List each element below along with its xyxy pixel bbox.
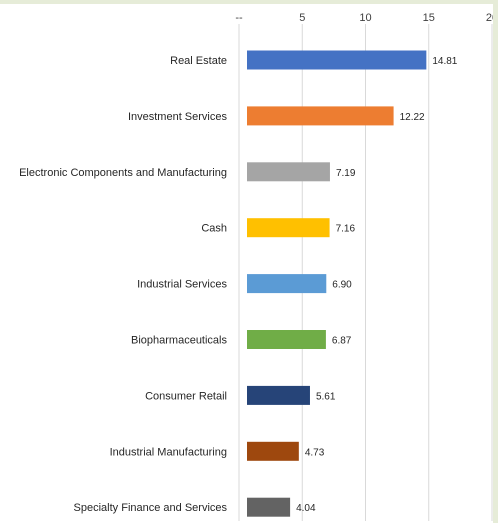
category-label: Electronic Components and Manufacturing: [19, 167, 227, 179]
category-label: Specialty Finance and Services: [74, 502, 228, 514]
value-label: 7.16: [336, 224, 356, 235]
bar: [247, 50, 427, 70]
x-tick-label: --: [235, 12, 243, 24]
bar: [247, 274, 327, 294]
bar: [247, 218, 330, 238]
x-tick-label: 20: [486, 12, 493, 24]
value-label: 4.73: [305, 447, 325, 458]
value-label: 4.04: [296, 503, 316, 514]
bar: [247, 330, 326, 349]
category-label: Investment Services: [128, 111, 228, 123]
value-label: 12.22: [400, 112, 425, 123]
value-label: 7.19: [336, 168, 356, 179]
category-label: Cash: [201, 223, 227, 235]
x-tick-label: 5: [299, 12, 305, 24]
top-border: [0, 0, 498, 4]
value-label: 6.90: [332, 280, 352, 291]
value-label: 14.81: [432, 56, 457, 67]
bar: [247, 106, 394, 126]
value-label: 5.61: [316, 391, 336, 402]
category-label: Consumer Retail: [145, 390, 227, 402]
bar: [247, 441, 299, 461]
bar: [247, 162, 330, 182]
x-tick-label: 10: [359, 12, 371, 24]
category-label: Biopharmaceuticals: [131, 335, 227, 347]
x-tick-label: 15: [423, 12, 435, 24]
category-label: Industrial Manufacturing: [110, 446, 227, 458]
right-border: [493, 0, 498, 523]
value-label: 6.87: [332, 336, 352, 347]
bar: [247, 385, 310, 405]
category-label: Real Estate: [170, 55, 227, 67]
bar: [247, 497, 291, 517]
category-label: Industrial Services: [137, 279, 227, 291]
